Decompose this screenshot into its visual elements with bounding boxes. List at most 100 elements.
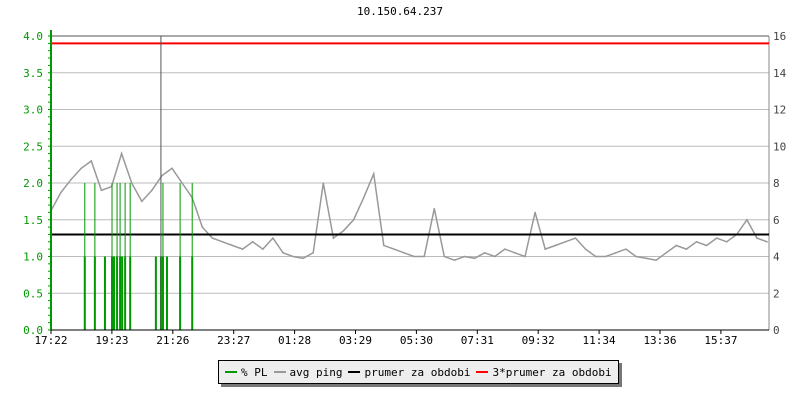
right-tick-label: 8	[773, 177, 780, 190]
legend-swatch	[476, 371, 489, 373]
right-tick-label: 16	[773, 30, 786, 43]
chart-title: 10.150.64.237	[356, 5, 444, 18]
ping-point	[756, 237, 758, 239]
ping-point	[534, 211, 536, 214]
ping-point	[493, 255, 496, 258]
ping-point	[705, 244, 708, 247]
left-tick-label: 1.0	[23, 251, 43, 264]
left-tick-label: 0.0	[23, 324, 43, 337]
x-tick-label: 21:26	[156, 334, 189, 347]
ping-point	[564, 241, 567, 243]
right-tick-label: 12	[773, 104, 786, 117]
ping-point	[413, 255, 415, 258]
legend-swatch	[348, 371, 361, 373]
ping-line	[50, 151, 768, 261]
left-tick-label: 3.5	[23, 67, 43, 80]
ping-point	[372, 173, 375, 175]
right-tick-label: 6	[773, 214, 780, 227]
ping-point	[231, 244, 234, 247]
ping-point	[262, 248, 264, 250]
ping-point	[423, 255, 425, 258]
legend-label: prumer za obdobi	[364, 365, 471, 379]
right-tick-label: 2	[773, 287, 780, 300]
legend-item-3avg: 3*prumer za obdobi	[476, 365, 612, 379]
ping-point	[473, 257, 476, 260]
legend-label: 3*prumer za obdobi	[492, 365, 612, 379]
left-tick-label: 0.5	[23, 287, 43, 300]
legend-swatch	[225, 371, 237, 373]
x-tick-label: 03:29	[339, 334, 372, 347]
ping-point	[715, 237, 718, 239]
ping-point	[120, 152, 123, 155]
ping-point	[90, 160, 93, 162]
ping-point	[453, 259, 456, 261]
x-tick-label: 17:22	[34, 334, 67, 347]
ping-point	[393, 248, 395, 250]
ping-point	[342, 229, 345, 232]
legend-swatch	[273, 371, 286, 373]
ping-point	[463, 255, 466, 258]
right-tick-label: 14	[773, 67, 787, 80]
x-tick-label: 19:23	[95, 334, 128, 347]
ping-point	[352, 218, 355, 221]
left-tick-label: 2.0	[23, 177, 43, 190]
ping-point	[383, 244, 385, 247]
ping-point	[554, 244, 557, 247]
ping-point	[443, 255, 446, 258]
x-tick-label: 09:32	[522, 334, 555, 347]
left-tick-label: 2.5	[23, 140, 43, 153]
right-tick-label: 0	[773, 324, 780, 337]
ping-point	[322, 182, 325, 184]
ping-point	[604, 255, 607, 258]
ping-point	[645, 257, 647, 260]
legend-label: avg ping	[289, 365, 343, 379]
ping-point	[60, 191, 62, 193]
ping-point	[221, 241, 224, 243]
ping-point	[161, 174, 163, 177]
ping-point	[312, 252, 315, 254]
ping-point	[524, 255, 526, 258]
ping-point	[211, 237, 214, 239]
legend-item-pl: % PL	[225, 366, 268, 379]
ping-point	[665, 252, 668, 254]
ping-point	[514, 252, 516, 254]
ping-point	[746, 218, 748, 221]
ping-point	[483, 252, 486, 254]
ping-point	[302, 257, 304, 260]
ping-point	[655, 259, 657, 261]
x-tick-label: 05:30	[400, 334, 433, 347]
ping-point	[615, 252, 617, 254]
right-tick-label: 4	[773, 251, 780, 264]
ping-point	[80, 167, 83, 170]
ping-point	[130, 182, 133, 184]
ping-point	[292, 255, 294, 258]
ping-point	[251, 241, 254, 243]
ping-point	[201, 226, 204, 228]
ping-point	[584, 248, 587, 250]
left-tick-label: 1.5	[23, 214, 43, 227]
ping-point	[140, 200, 143, 203]
ping-point	[544, 248, 547, 250]
ping-point	[625, 248, 627, 250]
ping-point	[100, 189, 103, 192]
left-tick-label: 3.0	[23, 104, 43, 117]
legend-item-ping: avg ping	[273, 365, 343, 379]
ping-point	[504, 248, 506, 250]
x-tick-label: 13:36	[643, 334, 676, 347]
ping-point	[433, 207, 436, 210]
ping-point	[332, 237, 335, 239]
ping-point	[685, 248, 688, 250]
ping-point	[272, 237, 274, 239]
x-tick-label: 11:34	[583, 334, 616, 347]
ping-point	[171, 167, 173, 170]
legend: % PL avg ping prumer za obdobi 3*prumer …	[218, 360, 619, 384]
ping-point	[725, 241, 728, 243]
legend-item-avg: prumer za obdobi	[348, 366, 470, 379]
ping-point	[151, 189, 153, 192]
ping-point	[635, 255, 637, 258]
x-tick-label: 15:37	[704, 334, 737, 347]
ping-point	[594, 255, 597, 258]
x-tick-label: 01:28	[278, 334, 311, 347]
ping-point	[70, 178, 72, 181]
ping-point	[695, 241, 698, 243]
